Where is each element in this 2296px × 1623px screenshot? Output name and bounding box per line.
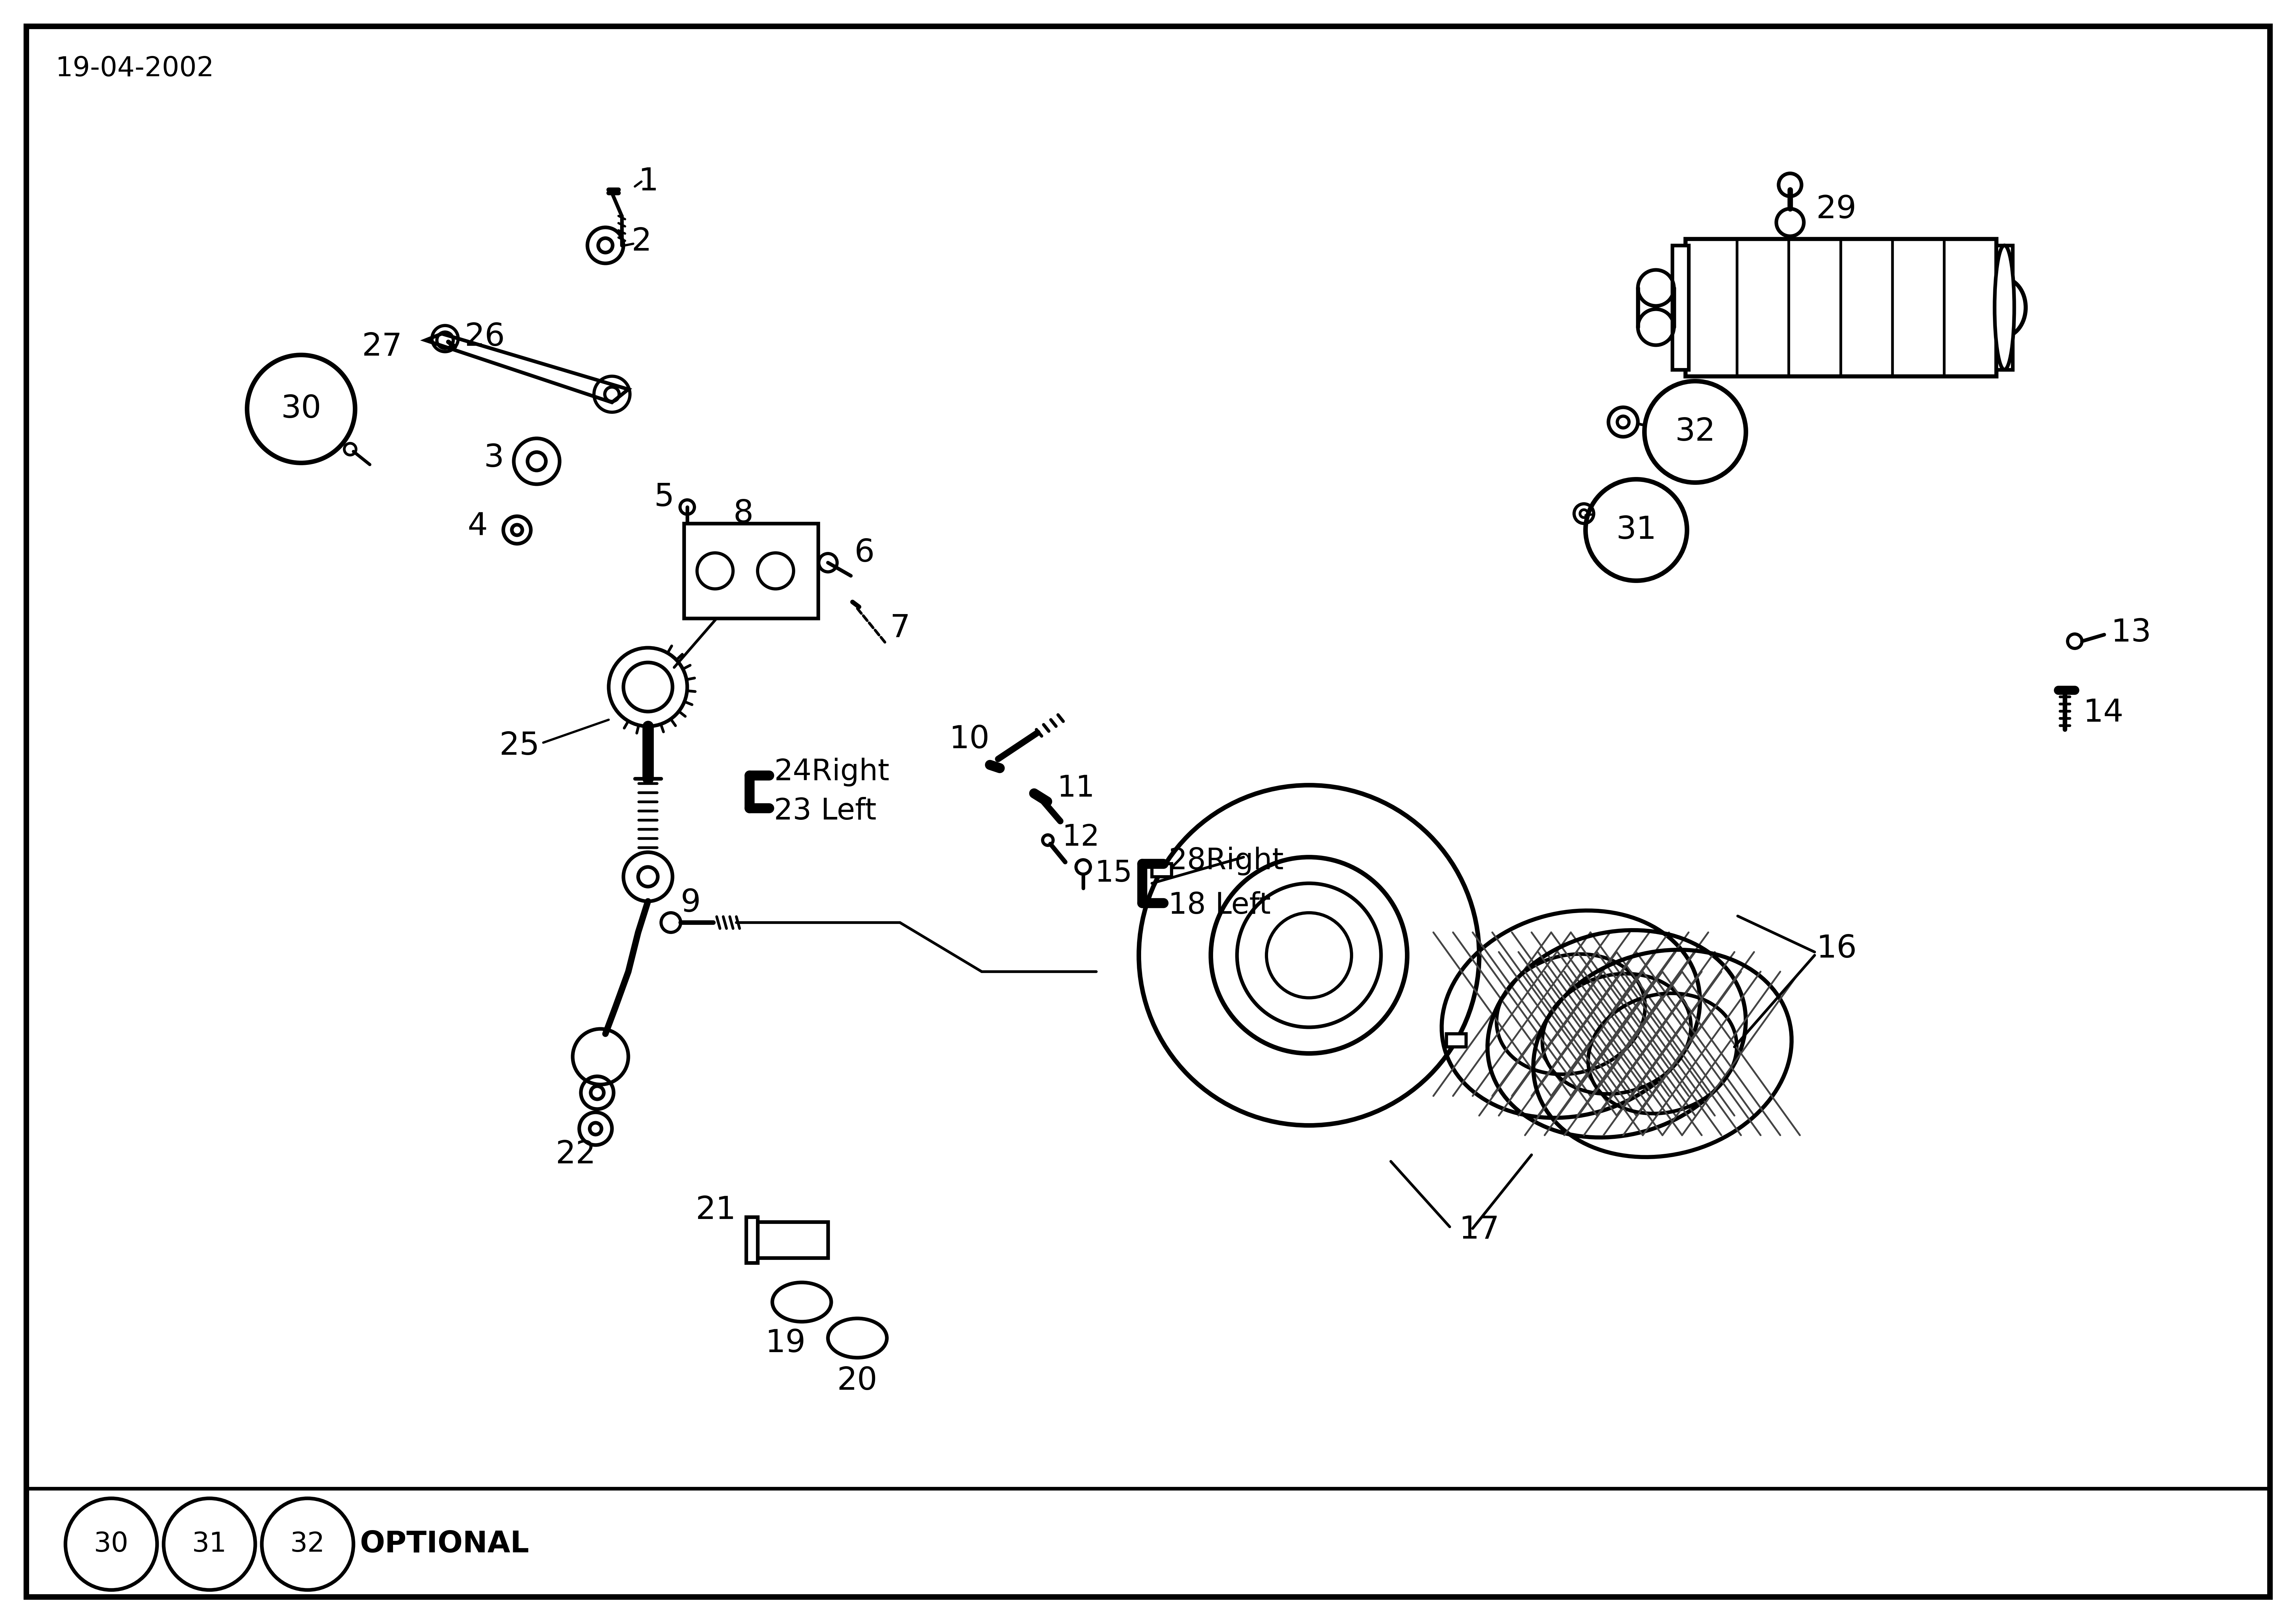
Text: 32: 32 bbox=[289, 1530, 326, 1558]
Text: 15: 15 bbox=[1095, 859, 1132, 888]
Text: 21: 21 bbox=[696, 1195, 737, 1225]
Text: 5: 5 bbox=[654, 482, 675, 513]
Text: OPTIONAL: OPTIONAL bbox=[360, 1530, 530, 1558]
Text: 29: 29 bbox=[1816, 195, 1857, 224]
Text: 6: 6 bbox=[854, 537, 875, 568]
Text: 19: 19 bbox=[765, 1328, 806, 1358]
Bar bbox=[684, 524, 817, 618]
Text: 3: 3 bbox=[484, 443, 503, 474]
Polygon shape bbox=[425, 334, 629, 403]
Text: 30: 30 bbox=[94, 1530, 129, 1558]
Text: 31: 31 bbox=[1616, 514, 1655, 545]
Text: 25: 25 bbox=[501, 730, 540, 761]
Text: 22: 22 bbox=[556, 1139, 597, 1170]
Text: 32: 32 bbox=[1676, 417, 1715, 446]
Text: 28Right: 28Right bbox=[1169, 847, 1283, 875]
Bar bbox=[1671, 245, 1688, 370]
Text: 1: 1 bbox=[638, 166, 659, 196]
Text: 8: 8 bbox=[732, 498, 753, 529]
Text: 24Right: 24Right bbox=[774, 758, 889, 787]
Text: 9: 9 bbox=[680, 888, 700, 919]
Text: 26: 26 bbox=[464, 321, 505, 352]
Text: 4: 4 bbox=[468, 511, 487, 542]
Text: 20: 20 bbox=[838, 1367, 877, 1396]
Bar bbox=[1153, 863, 1171, 876]
Bar bbox=[1446, 1034, 1467, 1047]
Text: 30: 30 bbox=[280, 394, 321, 424]
Text: 31: 31 bbox=[193, 1530, 227, 1558]
Text: 12: 12 bbox=[1063, 823, 1100, 852]
Text: 11: 11 bbox=[1056, 774, 1095, 803]
Text: 17: 17 bbox=[1458, 1216, 1499, 1245]
Text: 2: 2 bbox=[631, 227, 652, 258]
Text: 18 Left: 18 Left bbox=[1169, 891, 1270, 920]
Text: 23 Left: 23 Left bbox=[774, 797, 877, 826]
Text: 7: 7 bbox=[891, 613, 912, 643]
Text: 13: 13 bbox=[2110, 618, 2151, 648]
Ellipse shape bbox=[1995, 245, 2014, 370]
Text: 14: 14 bbox=[2082, 698, 2124, 729]
Bar bbox=[1685, 239, 1995, 377]
Bar bbox=[1995, 245, 2014, 370]
Text: 19-04-2002: 19-04-2002 bbox=[55, 55, 214, 81]
Bar bbox=[746, 1217, 758, 1263]
Text: 27: 27 bbox=[363, 331, 402, 362]
Text: 16: 16 bbox=[1816, 933, 1857, 964]
Bar bbox=[755, 1222, 829, 1258]
Text: 10: 10 bbox=[948, 724, 990, 755]
